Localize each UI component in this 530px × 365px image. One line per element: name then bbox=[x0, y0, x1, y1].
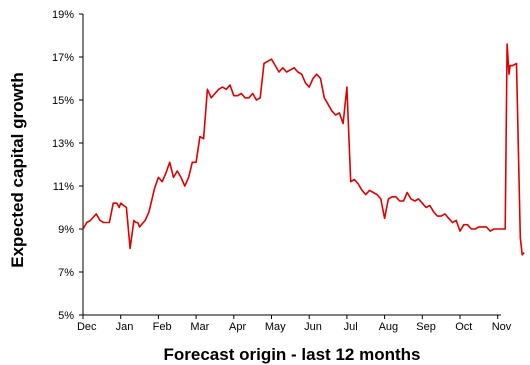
y-tick-label: 7% bbox=[58, 267, 74, 279]
series-group bbox=[82, 43, 525, 256]
series-line bbox=[82, 43, 525, 256]
x-tick-label: Apr bbox=[229, 321, 246, 333]
y-axis-title: Expected capital growth bbox=[8, 72, 27, 268]
x-tick-label: Jun bbox=[304, 321, 322, 333]
x-tick-label: Jan bbox=[116, 321, 134, 333]
x-axis-title: Forecast origin - last 12 months bbox=[164, 345, 421, 364]
y-tick-label: 17% bbox=[52, 52, 74, 64]
x-tick-label: Mar bbox=[190, 321, 209, 333]
x-tick-label: Feb bbox=[153, 321, 172, 333]
x-tick-label: Dec bbox=[77, 321, 97, 333]
x-tick-label: Oct bbox=[455, 321, 472, 333]
y-tick-label: 5% bbox=[58, 310, 74, 322]
y-axis: 5% 7% 9% 11% 13% 15% 17% 19% bbox=[52, 9, 84, 322]
x-axis: Dec Jan Feb Mar Apr May Jun Jul Aug Sep Oct Nov bbox=[77, 314, 512, 333]
y-tick-label: 9% bbox=[58, 224, 74, 236]
y-tick-label: 15% bbox=[52, 95, 74, 107]
y-tick-label: 11% bbox=[53, 181, 74, 193]
y-tick-label: 13% bbox=[52, 138, 74, 150]
x-tick-label: May bbox=[265, 321, 286, 333]
x-tick-label: Sep bbox=[416, 321, 436, 333]
x-tick-label: Jul bbox=[344, 321, 358, 333]
x-tick-label: Nov bbox=[492, 321, 512, 333]
y-tick-label: 19% bbox=[52, 9, 74, 21]
x-tick-label: Aug bbox=[379, 321, 399, 333]
